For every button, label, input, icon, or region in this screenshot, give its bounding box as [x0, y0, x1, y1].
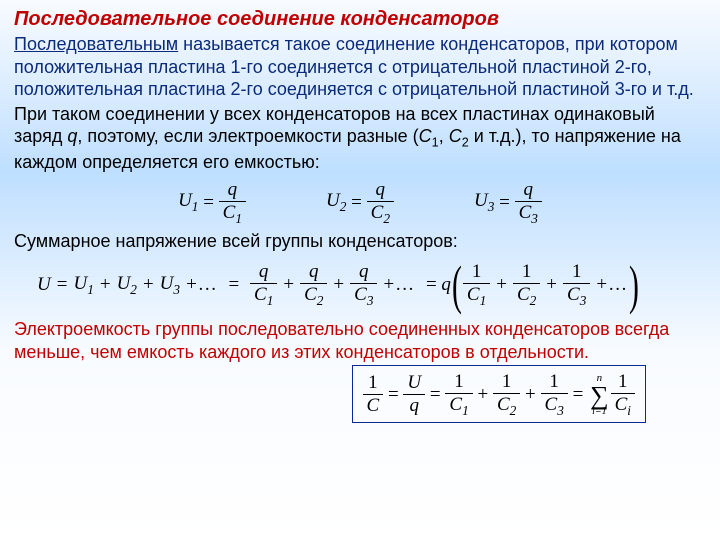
eq-u2: U2 = qC2 — [326, 180, 394, 226]
sub: 2 — [462, 136, 469, 150]
txt: , поэтому, если электроемкости разные ( — [77, 126, 418, 146]
var-c: C — [449, 126, 462, 146]
long-equation: U = U1 + U2 + U3 +… = qC1 + qC2 + qC3 +…… — [34, 258, 706, 312]
sigma-icon: n ∑ i=1 — [590, 373, 609, 417]
equation-row: U1 = qC1 U2 = qC2 U3 = qC3 — [14, 180, 706, 226]
formula-box-wrap: 1C = Uq = 1C1 + 1C2 + 1C3 = n ∑ i=1 1Ci — [14, 365, 706, 423]
intro-paragraph: Последовательным называется такое соедин… — [14, 33, 706, 101]
txt: , — [439, 126, 449, 146]
var-q: q — [67, 126, 77, 146]
eq-u1: U1 = qC1 — [178, 180, 246, 226]
eq-u3: U3 = qC3 — [474, 180, 542, 226]
sum-line: Суммарное напряжение всей группы конденс… — [14, 230, 706, 253]
page-title: Последовательное соединение конденсаторо… — [14, 8, 706, 31]
sub: 1 — [432, 136, 439, 150]
conclusion: Электроемкость группы последовательно со… — [14, 318, 706, 363]
formula-box: 1C = Uq = 1C1 + 1C2 + 1C3 = n ∑ i=1 1Ci — [352, 365, 646, 423]
var-c: C — [419, 126, 432, 146]
lead-word: Последовательным — [14, 34, 178, 54]
charge-paragraph: При таком соединении у всех конденсаторо… — [14, 103, 706, 174]
